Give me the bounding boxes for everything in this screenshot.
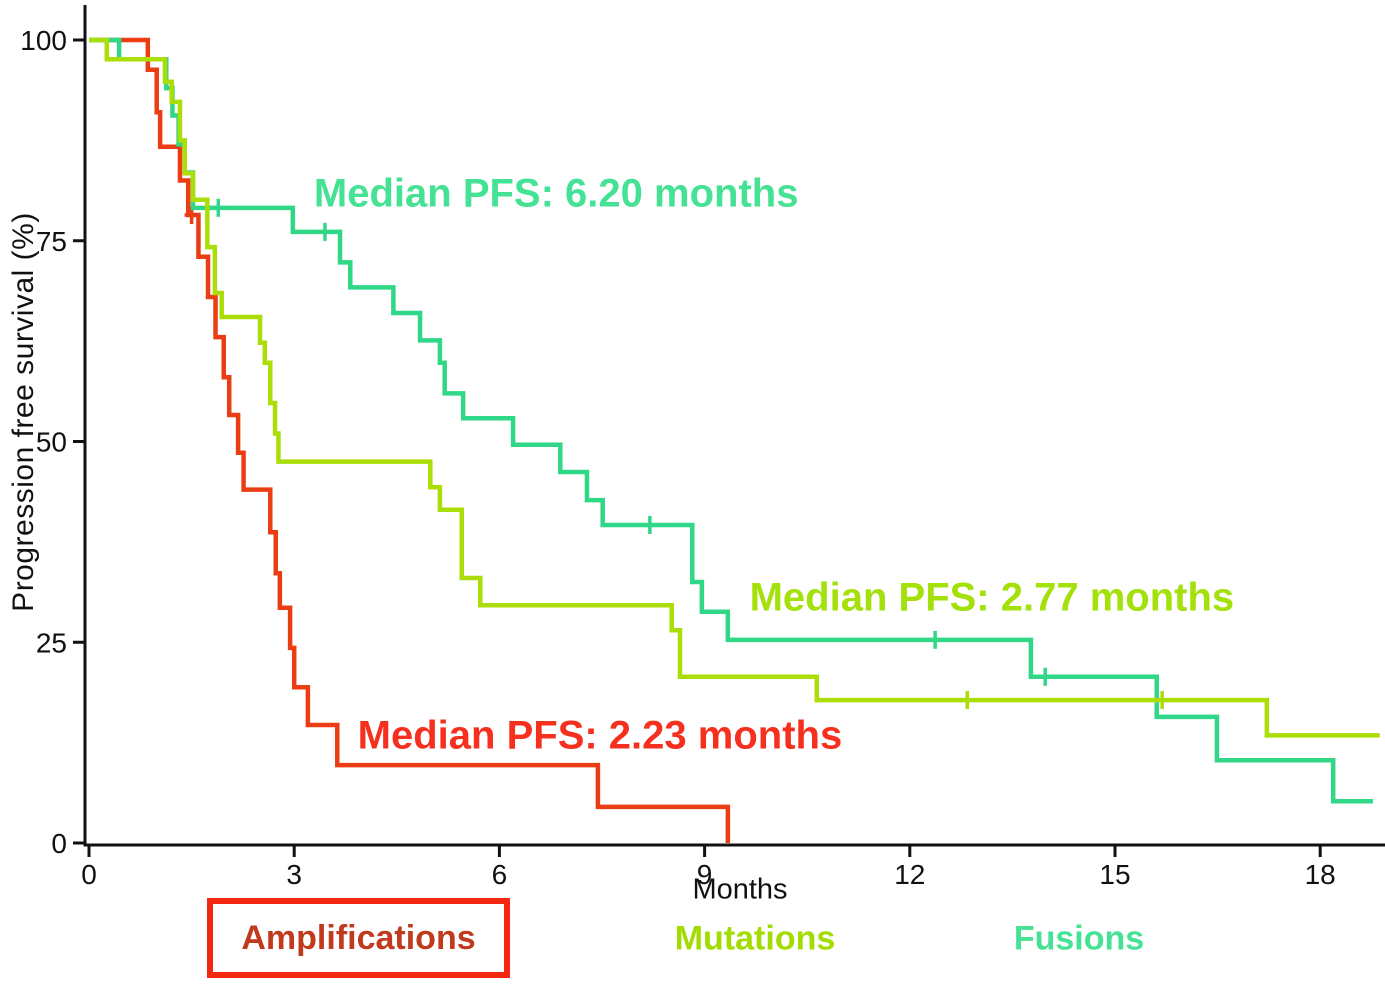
y-tick-label: 100 <box>20 25 67 56</box>
legend-item-fusions: Fusions <box>1013 919 1145 958</box>
x-axis-title: Months <box>692 873 788 906</box>
x-tick-label: 3 <box>286 859 302 890</box>
y-axis-title: Progression free survival (%) <box>7 212 40 612</box>
series-line-fusions <box>89 37 1373 804</box>
x-tick-label: 6 <box>492 859 508 890</box>
series-line-amplifications <box>89 37 731 843</box>
x-tick-label: 15 <box>1099 859 1130 890</box>
series-line-mutations <box>89 37 1380 738</box>
y-tick-label: 25 <box>36 627 67 658</box>
median-annotation-mutations: Median PFS: 2.77 months <box>749 575 1235 620</box>
y-tick-label: 50 <box>36 427 67 458</box>
legend-item-amplifications: Amplifications <box>207 898 510 978</box>
y-tick-label: 75 <box>36 226 67 257</box>
legend-label-amplifications: Amplifications <box>241 918 476 957</box>
x-tick-label: 9 <box>697 859 713 890</box>
y-tick-label: 0 <box>51 828 67 859</box>
x-tick-label: 0 <box>81 859 97 890</box>
median-annotation-amplifications: Median PFS: 2.23 months <box>357 713 843 758</box>
x-tick-label: 12 <box>894 859 925 890</box>
x-tick-label: 18 <box>1305 859 1336 890</box>
legend-item-mutations: Mutations <box>674 919 836 958</box>
median-annotation-fusions: Median PFS: 6.20 months <box>313 171 799 216</box>
